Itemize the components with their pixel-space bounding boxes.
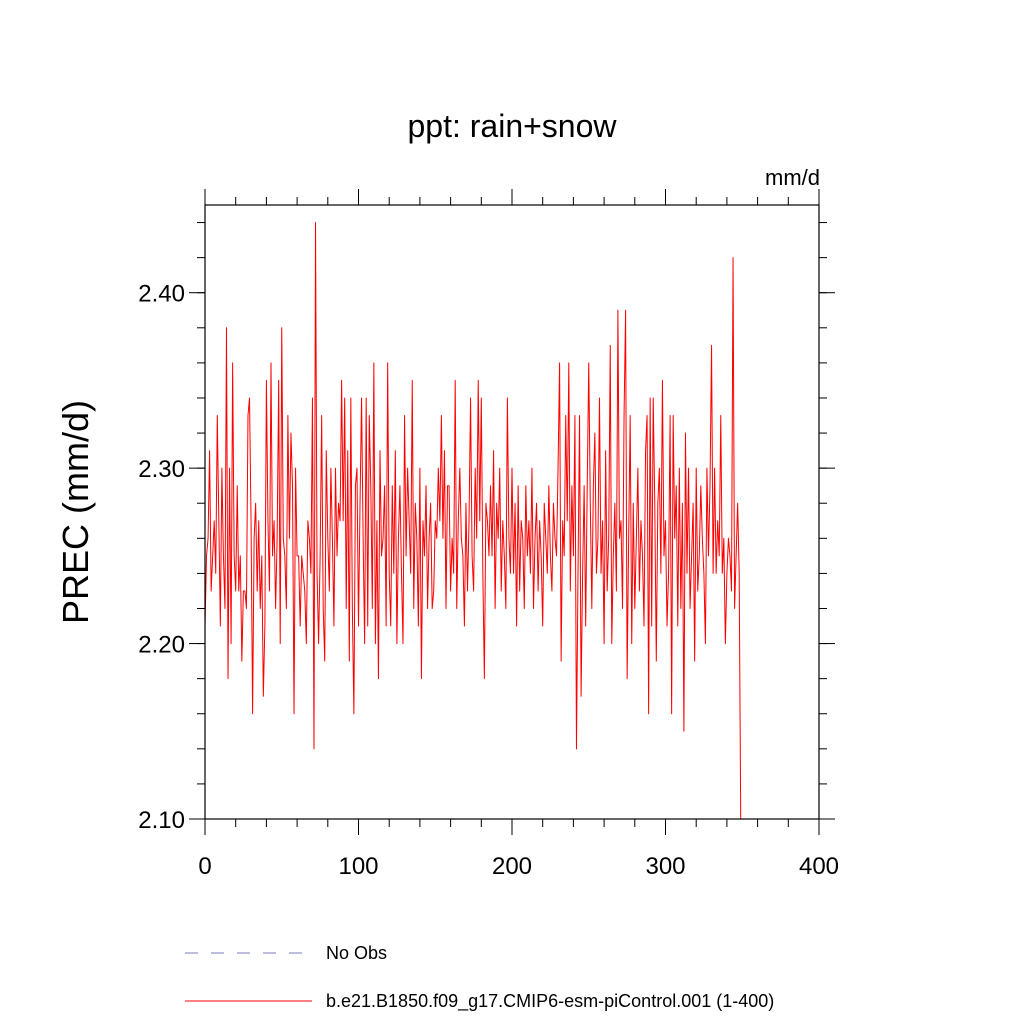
legend-label-model: b.e21.B1850.f09_g17.CMIP6-esm-piControl.… [326, 991, 774, 1012]
chart-title: ppt: rain+snow [407, 108, 617, 144]
y-tick-label: 2.20 [138, 632, 185, 659]
series-lines [204, 222, 742, 820]
y-tick-label: 2.40 [138, 281, 185, 308]
y-tick-label: 2.10 [138, 807, 185, 834]
legend-label-no-obs: No Obs [326, 943, 387, 963]
series-line [204, 222, 742, 820]
y-tick-label: 2.30 [138, 456, 185, 483]
x-tick-label: 400 [799, 853, 839, 880]
units-label: mm/d [765, 165, 820, 190]
legend: No Obs b.e21.B1850.f09_g17.CMIP6-esm-piC… [185, 943, 774, 1012]
x-tick-label: 100 [338, 853, 378, 880]
plot-frame [204, 204, 820, 820]
axis-ticks: 2.10 2.20 2.30 2.40 0 100 200 300 400 [138, 189, 839, 880]
x-tick-label: 300 [645, 853, 685, 880]
x-tick-label: 200 [492, 853, 532, 880]
y-axis-label: PREC (mm/d) [55, 400, 96, 624]
x-tick-label: 0 [198, 853, 211, 880]
